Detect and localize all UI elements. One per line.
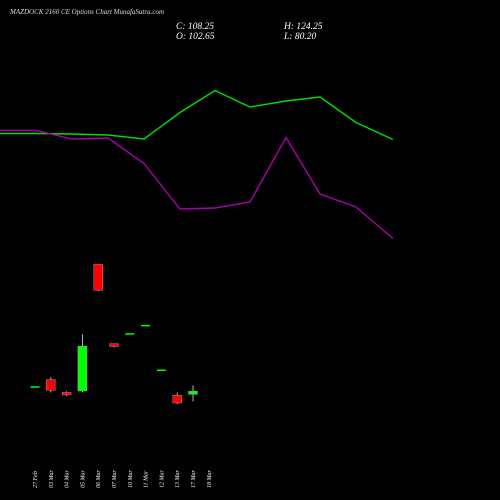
candle-body [30,386,40,388]
date-label: 06 Mar [96,470,102,488]
date-label: 13 Mar [175,470,181,488]
green-indicator-line [0,89,394,141]
open-label: O: 102.65 [176,32,215,42]
date-label: 27 Feb [33,471,39,488]
close-label: C: 108.25 [176,22,214,32]
candle-body [61,392,72,396]
candle-body [93,264,103,291]
candle-body [46,379,56,391]
date-label: 18 Mar [207,470,213,488]
date-label: 17 Mar [191,470,197,488]
candle-body [141,324,151,327]
purple-indicator-line [0,129,394,240]
candle-body [172,395,182,404]
chart-title: MAZDOCK 2160 CE Options Chart MunafaSutr… [10,8,165,16]
candle-body [125,333,135,335]
date-label: 11 Mar [144,470,150,488]
high-label: H: 124.25 [284,22,323,32]
date-label: 10 Mar [128,470,134,488]
candle-body [156,369,166,372]
open-close-readout: C: 108.25 O: 102.65 [176,22,215,42]
date-label: 12 Mar [159,470,165,488]
high-low-readout: H: 124.25 L: 80.20 [284,22,323,42]
low-label: L: 80.20 [284,32,317,42]
date-label: 07 Mar [112,470,118,488]
date-label: 05 Mar [80,470,86,488]
candle-body [109,343,119,347]
date-label: 04 Mar [64,470,71,488]
date-label: 03 Mar [49,470,55,488]
candle-body [188,391,198,395]
candle-body [77,345,88,392]
